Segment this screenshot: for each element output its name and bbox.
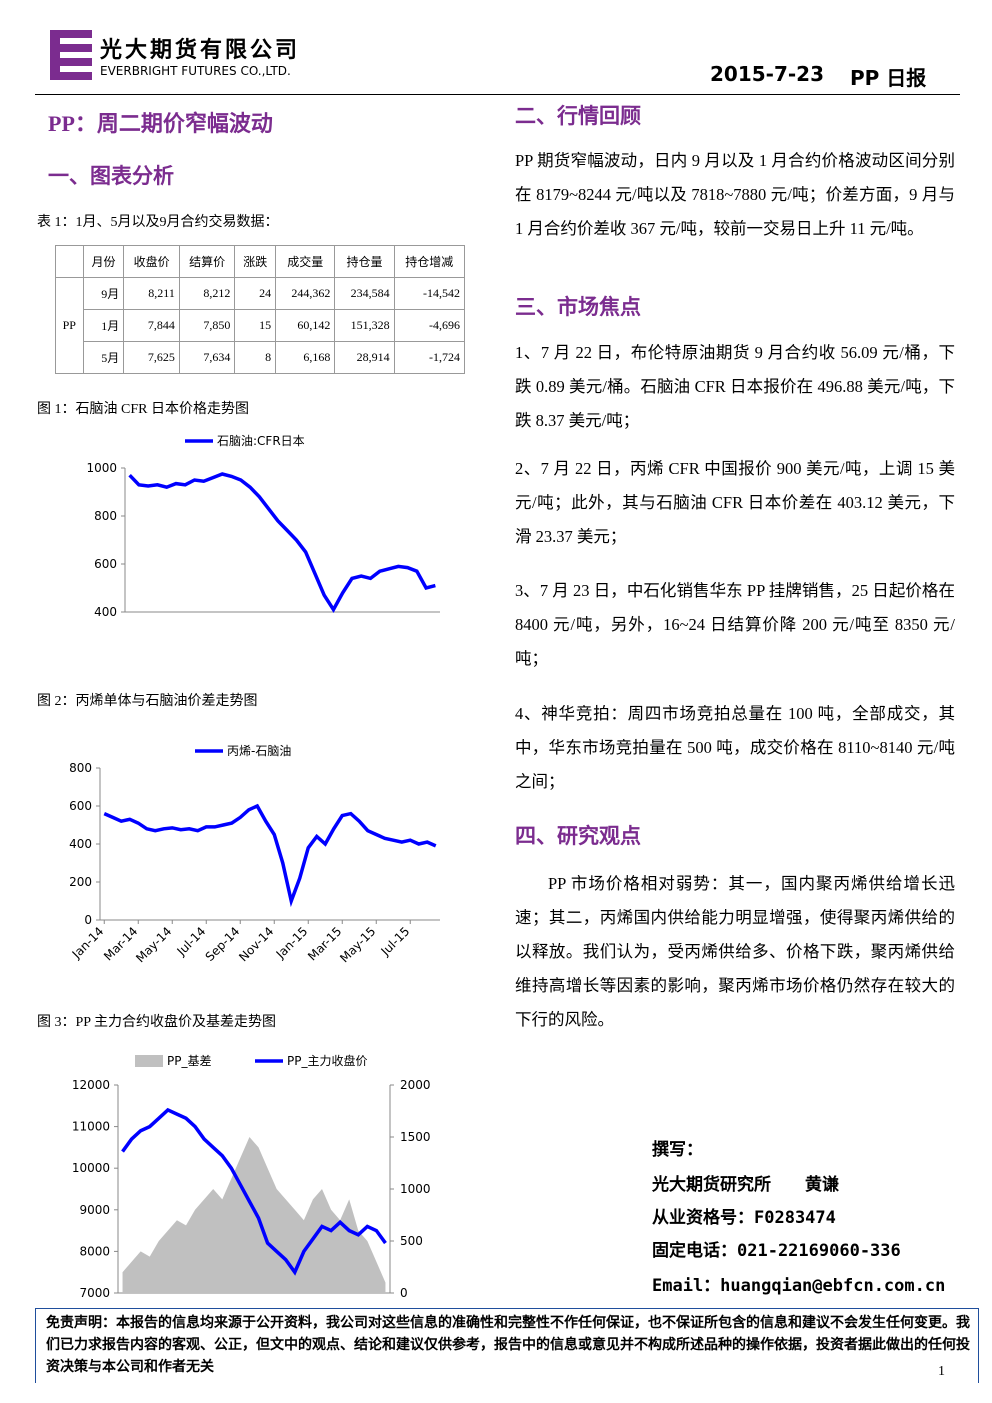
cell: 7,850 [178, 309, 236, 342]
legend-label: PP_基差 [167, 1054, 211, 1068]
cell: 7,625 [123, 341, 180, 374]
section-heading: 二、行情回顾 [515, 104, 641, 128]
header-cell: 涨跌 [234, 245, 277, 278]
y2-tick-label: 2000 [400, 1078, 431, 1092]
x-tick-label: Sep-14 [203, 924, 243, 964]
y2-tick-label: 1000 [400, 1182, 431, 1196]
chart: 400 600 800 1000 石脑油:CFR日本 [86, 434, 440, 619]
header-cell: 结算价 [178, 245, 236, 278]
chart: 7000 8000 9000 10000 11000 12000 0 500 1000 1500 2… [72, 1053, 431, 1300]
legend-swatch [135, 1055, 163, 1067]
company-cn: 光大期货有限公司 [100, 37, 301, 62]
line [103, 803, 437, 908]
group-label: PP [55, 277, 84, 374]
y-tick-label: 200 [69, 875, 92, 889]
cell: 7,844 [123, 309, 180, 342]
area [122, 1137, 386, 1293]
list-item: 3、7 月 23 日，中石化销售华东 PP 挂牌销售，25 日起价格在 8400… [515, 581, 955, 668]
paragraph: PP 期货窄幅波动，日内 9 月以及 1 月合约价格波动区间分别在 8179~8… [515, 151, 955, 238]
y-tick-label: 0 [84, 913, 92, 927]
cell: 15 [234, 309, 277, 342]
figure-caption: 图 2：丙烯单体与石脑油价差走势图 [37, 694, 258, 709]
x-tick-label: May-14 [133, 924, 174, 965]
report-name: PP 日报 [850, 66, 927, 90]
title: PP：周二期价窄幅波动 [48, 111, 273, 136]
cell: 7,634 [178, 341, 236, 374]
header-cell: 成交量 [275, 245, 336, 278]
corner [55, 245, 84, 278]
section-heading: 四、研究观点 [515, 824, 641, 848]
x-tick-label: Nov-14 [236, 924, 276, 964]
company-en: EVERBRIGHT FUTURES CO.,LTD. [100, 64, 291, 78]
header-cell: 持仓量 [334, 245, 395, 278]
date: 2015-7-23 [710, 62, 825, 86]
legend-label: 石脑油:CFR日本 [217, 434, 305, 448]
author-line: Email：huangqian@ebfcn.com.cn [652, 1276, 946, 1296]
list-item: 1、7 月 22 日，布伦特原油期货 9 月合约收 56.09 元/桶，下跌 0… [515, 343, 955, 430]
data-table: 月份 收盘价 结算价 涨跌 成交量 持仓量 持仓增减 PP 9月 8,211 8,212 24 24… [55, 245, 466, 374]
y-tick-label: 600 [69, 799, 92, 813]
figure-caption: 图 1：石脑油 CFR 日本价格走势图 [37, 402, 249, 417]
header-cell: 持仓增减 [393, 245, 466, 278]
author-line: 光大期货研究所 黄谦 [652, 1175, 839, 1195]
y-tick-label: 11000 [72, 1120, 110, 1134]
cell: 8,211 [123, 277, 180, 310]
legend-label: PP_主力收盘价 [287, 1053, 367, 1068]
table-caption: 表 1：1月、5月以及9月合约交易数据： [37, 215, 279, 230]
x-tick-label: May-15 [337, 924, 378, 965]
author-line: 从业资格号：F0283474 [652, 1208, 836, 1228]
y-tick-label: 800 [69, 761, 92, 775]
cell: -4,696 [393, 309, 466, 342]
paragraph: PP 市场价格相对弱势：其一，国内聚丙烯供给增长迅速；其二，丙烯国内供给能力明显… [515, 874, 955, 1029]
section-heading: 一、图表分析 [48, 164, 174, 188]
cell: 5月 [82, 341, 125, 374]
x-tick-label: Jan-14 [69, 924, 107, 962]
disclaimer: 免责声明：本报告的信息均来源于公开资料，我公司对这些信息的准确性和完整性不作任何… [35, 1308, 979, 1383]
figure-caption: 图 3：PP 主力合约收盘价及基差走势图 [37, 1015, 277, 1030]
cell: 60,142 [275, 309, 336, 342]
y-tick-label: 400 [69, 837, 92, 851]
logo [50, 30, 92, 80]
line [128, 472, 436, 614]
line [121, 1107, 387, 1276]
author-line: 固定电话：021-22169060-336 [652, 1241, 901, 1261]
cell: 1月 [82, 309, 125, 342]
page-number: 1 [938, 1364, 945, 1379]
y-tick-label: 7000 [79, 1286, 110, 1300]
cell: 9月 [82, 277, 125, 310]
legend-label: 丙烯-石脑油 [227, 744, 291, 758]
cell: 8,212 [178, 277, 236, 310]
y-tick-label: 12000 [72, 1078, 110, 1092]
y2-tick-label: 1500 [400, 1130, 431, 1144]
cell: 151,328 [334, 309, 395, 342]
x-tick-label: Jul-15 [378, 924, 413, 959]
y2-tick-label: 0 [400, 1286, 408, 1300]
header-cell: 月份 [82, 245, 125, 278]
list-item: 2、7 月 22 日，丙烯 CFR 中国报价 900 美元/吨，上调 15 美元… [515, 459, 955, 546]
cell: 8 [234, 341, 277, 374]
y-tick-label: 9000 [79, 1203, 110, 1217]
cell: 244,362 [275, 277, 336, 310]
cell: 6,168 [275, 341, 336, 374]
cell: -14,542 [393, 277, 466, 310]
y-tick-label: 8000 [79, 1244, 110, 1258]
cell: 234,584 [334, 277, 395, 310]
y-tick-label: 1000 [86, 461, 117, 475]
list-item: 4、神华竞拍：周四市场竞拍总量在 100 吨，全部成交，其中，华东市场竞拍量在 … [515, 704, 955, 791]
y-tick-label: 800 [94, 509, 117, 523]
cell: 24 [234, 277, 277, 310]
y-tick-label: 10000 [72, 1161, 110, 1175]
cell: 28,914 [334, 341, 395, 374]
section-heading: 三、市场焦点 [515, 295, 641, 319]
y-tick-label: 400 [94, 605, 117, 619]
y2-tick-label: 500 [400, 1234, 423, 1248]
x-tick-label: Jan-15 [273, 924, 311, 962]
header-cell: 收盘价 [123, 245, 180, 278]
cell: -1,724 [393, 341, 466, 374]
header-rule [35, 94, 960, 95]
author-line: 撰写： [652, 1140, 703, 1160]
y-tick-label: 600 [94, 557, 117, 571]
